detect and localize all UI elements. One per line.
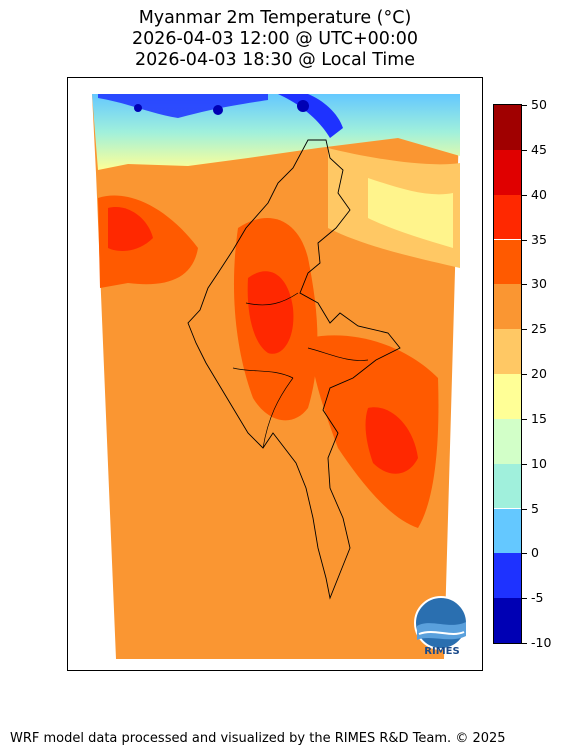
colorbar-band xyxy=(494,598,521,643)
colorbar-tick-label: 25 xyxy=(531,321,547,337)
colorbar-tick-label: -5 xyxy=(531,590,544,606)
colorbar-tick-label: 40 xyxy=(531,186,547,202)
colorbar-tick-mark xyxy=(522,553,527,555)
colorbar-tick-label: 5 xyxy=(531,500,539,516)
colorbar-band xyxy=(494,418,521,464)
colorbar-band xyxy=(494,239,521,285)
colorbar-tick-mark xyxy=(522,463,527,465)
colorbar-band xyxy=(494,463,521,509)
freezing-zone-north xyxy=(98,94,268,118)
title-line-utc-time: 2026-04-03 12:00 @ UTC+00:00 xyxy=(131,29,419,49)
colorbar-tick-label: 20 xyxy=(531,366,547,381)
colorbar-tick-mark xyxy=(522,374,527,375)
colorbar-tick-mark xyxy=(522,418,527,420)
colorbar-band xyxy=(494,374,521,419)
attribution-footer: WRF model data processed and visualized … xyxy=(10,731,506,746)
colorbar-tick-label: 45 xyxy=(531,141,547,157)
colorbar-tick-mark xyxy=(522,598,527,600)
colorbar-tick-mark xyxy=(522,643,527,644)
title-line-variable: Myanmar 2m Temperature (°C) xyxy=(138,8,412,28)
colorbar-tick-label: 0 xyxy=(531,545,539,561)
colorbar-band xyxy=(494,553,521,599)
temperature-colorbar xyxy=(493,104,522,644)
colorbar-band xyxy=(494,105,521,150)
rimes-logo-text: RIMES xyxy=(424,646,460,657)
rimes-globe-icon xyxy=(414,596,468,650)
colorbar-tick-label: 15 xyxy=(531,410,547,426)
colorbar-tick-label: 30 xyxy=(531,276,547,292)
colorbar-tick-mark xyxy=(522,329,527,331)
myanmar-border xyxy=(187,139,401,600)
colorbar-tick-mark xyxy=(522,508,527,510)
state-borders xyxy=(232,292,369,449)
colorbar-band xyxy=(494,149,521,195)
colorbar-band xyxy=(494,508,521,554)
colorbar-tick-mark xyxy=(522,194,527,196)
colorbar-band xyxy=(494,284,521,330)
colorbar-tick-label: 35 xyxy=(531,231,547,247)
colorbar-tick-mark xyxy=(522,149,527,151)
colorbar-tick-label: -10 xyxy=(531,635,552,650)
colorbar-tick-label: 10 xyxy=(531,455,547,471)
map-title: Myanmar 2m Temperature (°C) 2026-04-03 1… xyxy=(0,8,550,71)
map-frame: RIMES xyxy=(67,77,483,671)
title-line-local-time: 2026-04-03 18:30 @ Local Time xyxy=(134,50,416,70)
colorbar-band xyxy=(494,329,521,374)
freezing-patch-northeast xyxy=(278,94,343,138)
colorbar-band xyxy=(494,194,521,240)
colorbar-tick-mark xyxy=(522,284,527,286)
temperature-map xyxy=(92,94,460,659)
colorbar-tick-mark xyxy=(522,239,527,241)
colorbar-tick-mark xyxy=(522,105,527,106)
colorbar-tick-label: 50 xyxy=(531,97,547,112)
rimes-logo: RIMES xyxy=(410,596,474,660)
